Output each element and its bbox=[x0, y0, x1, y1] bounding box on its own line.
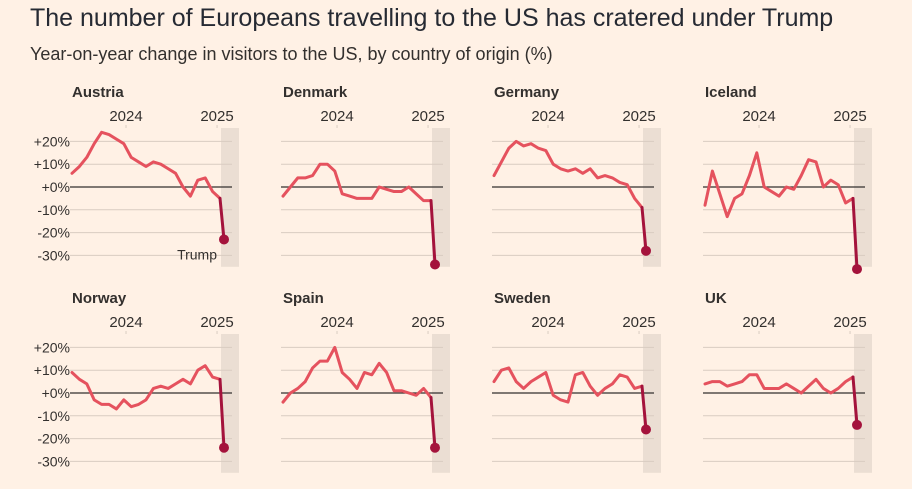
latest-drop-line bbox=[640, 206, 648, 253]
shaded-period-band bbox=[854, 334, 872, 473]
y-tick-label: -10% bbox=[37, 202, 70, 218]
x-tick-label: 2025 bbox=[411, 108, 444, 125]
y-tick-label: -20% bbox=[37, 431, 70, 447]
y-tick-label: +10% bbox=[34, 362, 70, 378]
latest-value-point bbox=[641, 424, 651, 435]
x-tick-label: 2024 bbox=[320, 314, 353, 331]
y-tick-label: -30% bbox=[37, 453, 70, 469]
y-tick-label: +10% bbox=[34, 156, 70, 172]
panel-title-germany: Germany bbox=[494, 84, 560, 101]
series-line-norway bbox=[70, 364, 222, 411]
latest-value-point bbox=[852, 419, 862, 430]
shaded-period-band bbox=[432, 128, 450, 267]
latest-value-point bbox=[641, 245, 651, 256]
x-tick-label: 2024 bbox=[531, 108, 564, 125]
panel-title-uk: UK bbox=[705, 290, 727, 307]
panel-title-sweden: Sweden bbox=[494, 290, 551, 307]
x-tick-label: 2025 bbox=[200, 314, 233, 331]
trump-annotation: Trump bbox=[177, 246, 217, 262]
x-tick-label: 2024 bbox=[109, 314, 142, 331]
x-tick-label: 2024 bbox=[742, 314, 775, 331]
latest-value-point bbox=[430, 442, 440, 453]
shaded-period-band bbox=[643, 128, 661, 267]
latest-drop-line bbox=[640, 384, 648, 431]
latest-value-point bbox=[430, 259, 440, 270]
chart-subtitle: Year-on-year change in visitors to the U… bbox=[30, 44, 553, 64]
shaded-period-band bbox=[643, 334, 661, 473]
series-line-germany bbox=[492, 139, 644, 210]
latest-drop-line bbox=[218, 196, 226, 241]
latest-drop-line bbox=[429, 199, 437, 267]
x-tick-label: 2025 bbox=[622, 314, 655, 331]
y-tick-label: +20% bbox=[34, 339, 70, 355]
x-tick-label: 2024 bbox=[742, 108, 775, 125]
panel-title-spain: Spain bbox=[283, 290, 324, 307]
series-line-iceland bbox=[703, 151, 855, 219]
latest-drop-line bbox=[851, 196, 859, 271]
y-tick-label: -10% bbox=[37, 408, 70, 424]
shaded-period-band bbox=[221, 334, 239, 473]
latest-value-point bbox=[852, 264, 862, 275]
panel-title-denmark: Denmark bbox=[283, 84, 348, 101]
x-tick-label: 2025 bbox=[833, 314, 866, 331]
y-tick-label: +0% bbox=[42, 385, 70, 401]
panel-title-norway: Norway bbox=[72, 290, 127, 307]
chart-title: The number of Europeans travelling to th… bbox=[30, 4, 834, 32]
latest-drop-line bbox=[851, 375, 859, 427]
x-tick-label: 2025 bbox=[411, 314, 444, 331]
latest-value-point bbox=[219, 442, 229, 453]
x-tick-label: 2024 bbox=[531, 314, 564, 331]
series-line-austria bbox=[70, 130, 222, 200]
y-tick-label: +20% bbox=[34, 133, 70, 149]
panel-title-iceland: Iceland bbox=[705, 84, 757, 101]
latest-drop-line bbox=[218, 377, 226, 450]
series-line-spain bbox=[281, 345, 433, 404]
x-tick-label: 2025 bbox=[833, 108, 866, 125]
panel-title-austria: Austria bbox=[72, 84, 124, 101]
x-tick-label: 2024 bbox=[109, 108, 142, 125]
latest-value-point bbox=[219, 234, 229, 245]
y-tick-label: -20% bbox=[37, 225, 70, 241]
shaded-period-band bbox=[221, 128, 239, 267]
x-tick-label: 2024 bbox=[320, 108, 353, 125]
x-tick-label: 2025 bbox=[622, 108, 655, 125]
latest-drop-line bbox=[429, 396, 437, 450]
series-line-uk bbox=[703, 373, 855, 395]
series-line-denmark bbox=[281, 162, 433, 203]
y-tick-label: -30% bbox=[37, 247, 70, 263]
x-tick-label: 2025 bbox=[200, 108, 233, 125]
series-line-sweden bbox=[492, 366, 644, 404]
shaded-period-band bbox=[432, 334, 450, 473]
shaded-period-band bbox=[854, 128, 872, 267]
y-tick-label: +0% bbox=[42, 179, 70, 195]
